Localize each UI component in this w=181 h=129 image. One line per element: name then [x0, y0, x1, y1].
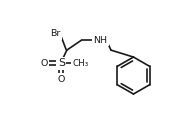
Text: S: S: [58, 58, 65, 68]
Text: NH: NH: [93, 36, 107, 45]
Text: Br: Br: [50, 29, 60, 38]
Text: O: O: [58, 75, 65, 84]
Text: O: O: [41, 59, 48, 68]
Text: CH₃: CH₃: [73, 59, 89, 68]
